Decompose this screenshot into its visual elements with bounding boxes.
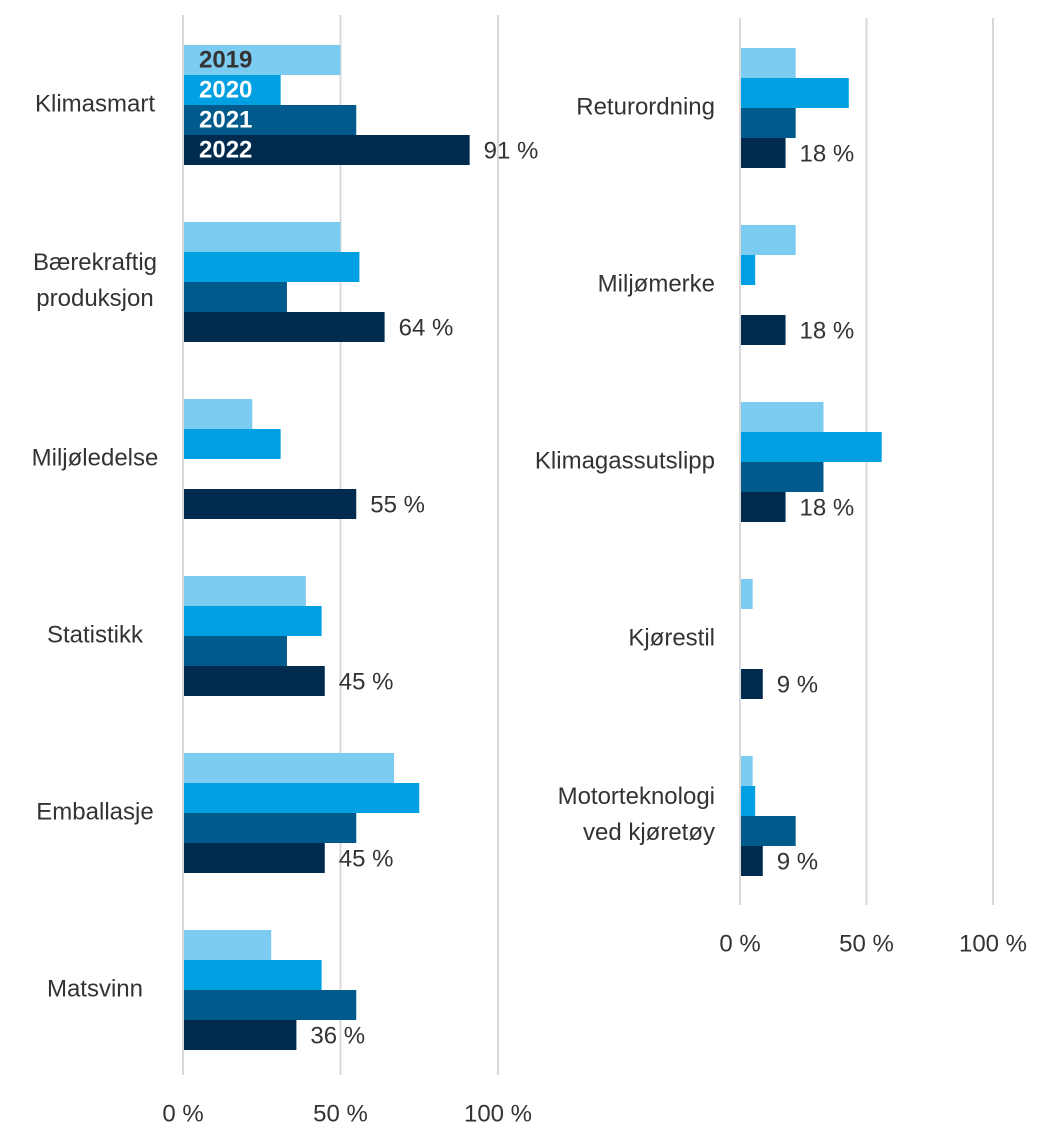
category-label: Emballasje bbox=[36, 798, 153, 825]
bar bbox=[740, 462, 824, 492]
bar bbox=[183, 753, 395, 783]
category-label: Klimagassutslipp bbox=[535, 447, 715, 474]
bar bbox=[740, 816, 796, 846]
category-label: Klimasmart bbox=[35, 90, 155, 117]
bar bbox=[183, 399, 253, 429]
bar bbox=[183, 252, 360, 282]
value-label: 45 % bbox=[339, 845, 394, 872]
bar bbox=[740, 402, 824, 432]
legend-label: 2022 bbox=[199, 136, 252, 163]
bar bbox=[183, 783, 420, 813]
bar bbox=[740, 756, 753, 786]
bar bbox=[740, 48, 796, 78]
value-label: 55 % bbox=[370, 491, 425, 518]
bar bbox=[183, 222, 341, 252]
bar bbox=[183, 135, 470, 165]
value-label: 91 % bbox=[484, 137, 539, 164]
category-label: Miljømerke bbox=[598, 270, 715, 297]
bar bbox=[740, 432, 882, 462]
value-label: 36 % bbox=[310, 1022, 365, 1049]
x-tick-label: 50 % bbox=[313, 1100, 368, 1127]
bar bbox=[740, 846, 763, 876]
bar bbox=[183, 843, 325, 873]
bar bbox=[740, 492, 786, 522]
bar bbox=[183, 666, 325, 696]
bar bbox=[183, 576, 306, 606]
category-label: Motorteknologi ved kjøretøy bbox=[558, 783, 715, 846]
value-label: 64 % bbox=[399, 314, 454, 341]
bar bbox=[183, 105, 357, 135]
bar bbox=[740, 138, 786, 168]
bar bbox=[740, 579, 753, 609]
bar bbox=[740, 255, 756, 285]
x-tick-label: 50 % bbox=[839, 930, 894, 957]
bar bbox=[183, 429, 281, 459]
legend-label: 2021 bbox=[199, 106, 252, 133]
legend-label: 2019 bbox=[199, 46, 252, 73]
category-label: Kjørestil bbox=[628, 624, 715, 651]
bar bbox=[183, 606, 322, 636]
value-label: 18 % bbox=[800, 140, 855, 167]
category-label: Miljøledelse bbox=[32, 444, 159, 471]
bar bbox=[183, 1020, 297, 1050]
bar bbox=[740, 78, 849, 108]
bar bbox=[183, 45, 341, 75]
category-label: Returordning bbox=[576, 93, 715, 120]
bar bbox=[740, 108, 796, 138]
bar bbox=[183, 930, 272, 960]
value-label: 18 % bbox=[800, 317, 855, 344]
bar bbox=[183, 990, 357, 1020]
category-label: Matsvinn bbox=[47, 975, 143, 1002]
bar bbox=[183, 75, 281, 105]
x-tick-label: 100 % bbox=[464, 1100, 532, 1127]
value-label: 18 % bbox=[800, 494, 855, 521]
category-label: Statistikk bbox=[47, 621, 144, 648]
bar bbox=[183, 282, 287, 312]
x-tick-label: 0 % bbox=[162, 1100, 203, 1127]
legend-label: 2020 bbox=[199, 76, 252, 103]
category-label: Bærekraftig produksjon bbox=[33, 249, 157, 312]
bar bbox=[183, 636, 287, 666]
bar bbox=[740, 315, 786, 345]
x-tick-label: 100 % bbox=[959, 930, 1027, 957]
bar bbox=[183, 960, 322, 990]
bar bbox=[183, 312, 385, 342]
bar bbox=[740, 786, 756, 816]
value-label: 45 % bbox=[339, 668, 394, 695]
bar bbox=[183, 813, 357, 843]
x-tick-label: 0 % bbox=[719, 930, 760, 957]
value-label: 9 % bbox=[777, 848, 818, 875]
bar bbox=[183, 489, 357, 519]
value-label: 9 % bbox=[777, 671, 818, 698]
bar bbox=[740, 669, 763, 699]
bar bbox=[740, 225, 796, 255]
